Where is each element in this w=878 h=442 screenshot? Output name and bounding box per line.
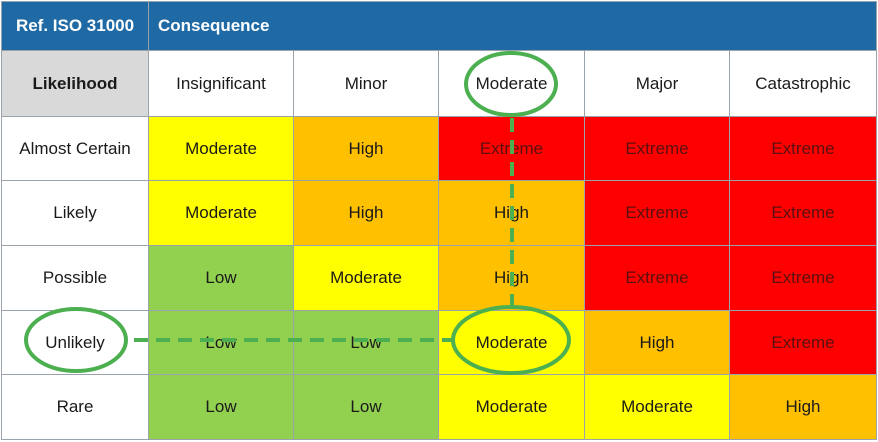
risk-cell: High <box>438 245 585 311</box>
likelihood-row-rare: Rare Low Low Moderate Moderate High <box>1 374 877 440</box>
consequence-header-row: Likelihood Insignificant Minor Moderate … <box>1 50 877 117</box>
risk-cell: High <box>438 180 585 247</box>
consequence-moderate: Moderate <box>438 50 585 117</box>
risk-cell: High <box>293 115 439 182</box>
consequence-major: Major <box>584 50 730 117</box>
risk-cell: Low <box>293 309 439 376</box>
likelihood-axis-title: Likelihood <box>1 50 149 117</box>
risk-cell: Moderate <box>293 245 439 311</box>
risk-cell: Extreme <box>729 180 877 247</box>
risk-cell: Extreme <box>729 115 877 182</box>
risk-cell: Extreme <box>729 309 877 376</box>
likelihood-label: Almost Certain <box>1 115 149 182</box>
risk-cell: Extreme <box>584 180 730 247</box>
risk-cell: Low <box>293 374 439 440</box>
risk-cell: Low <box>148 245 294 311</box>
likelihood-label: Rare <box>1 374 149 440</box>
consequence-insignificant: Insignificant <box>148 50 294 117</box>
risk-cell: Extreme <box>438 115 585 182</box>
likelihood-label: Possible <box>1 245 149 311</box>
risk-cell: Moderate <box>148 180 294 247</box>
consequence-axis-title: Consequence <box>148 0 877 52</box>
likelihood-label: Unlikely <box>1 309 149 376</box>
risk-cell: Extreme <box>584 245 730 311</box>
risk-cell: Extreme <box>584 115 730 182</box>
risk-cell: Low <box>148 374 294 440</box>
risk-cell: High <box>584 309 730 376</box>
reference-label: Ref. ISO 31000 <box>1 0 149 52</box>
likelihood-row-almost-certain: Almost Certain Moderate High Extreme Ext… <box>1 115 877 182</box>
consequence-minor: Minor <box>293 50 439 117</box>
likelihood-row-unlikely: Unlikely Low Low Moderate High Extreme <box>1 309 877 376</box>
header-row: Ref. ISO 31000 Consequence <box>1 0 877 52</box>
risk-cell: High <box>729 374 877 440</box>
risk-cell: High <box>293 180 439 247</box>
likelihood-label: Likely <box>1 180 149 247</box>
risk-cell: Extreme <box>729 245 877 311</box>
risk-cell: Low <box>148 309 294 376</box>
risk-cell: Moderate <box>148 115 294 182</box>
risk-cell: Moderate <box>438 309 585 376</box>
likelihood-row-possible: Possible Low Moderate High Extreme Extre… <box>1 245 877 311</box>
consequence-catastrophic: Catastrophic <box>729 50 877 117</box>
likelihood-row-likely: Likely Moderate High High Extreme Extrem… <box>1 180 877 247</box>
risk-cell: Moderate <box>438 374 585 440</box>
risk-cell: Moderate <box>584 374 730 440</box>
